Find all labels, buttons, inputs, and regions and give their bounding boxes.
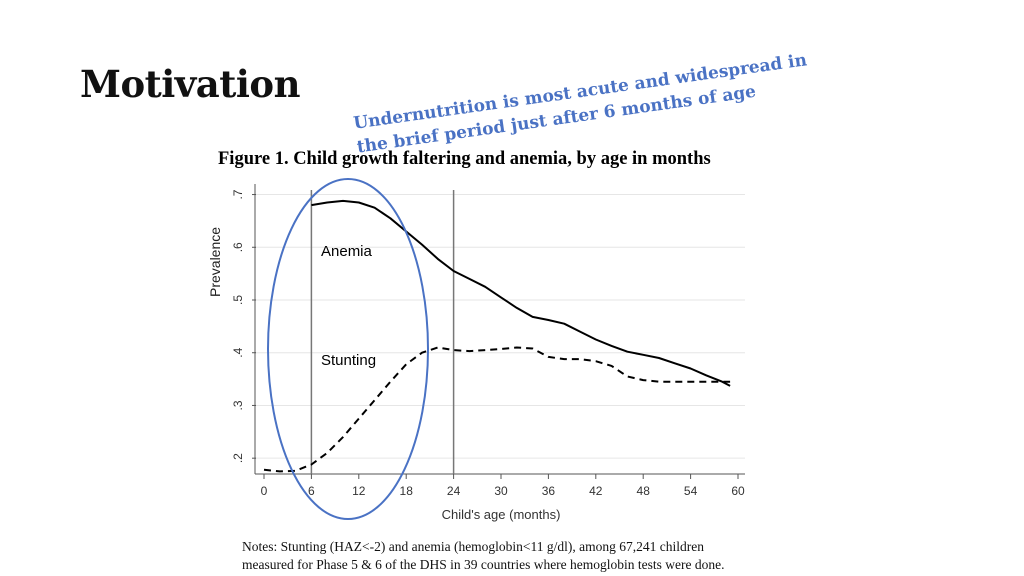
x-tick-label: 42 xyxy=(589,484,603,498)
x-axis-label: Child's age (months) xyxy=(442,507,561,522)
figure-notes: Notes: Stunting (HAZ<-2) and anemia (hem… xyxy=(242,538,1002,574)
x-tick-label: 60 xyxy=(731,484,745,498)
y-tick-label: .2 xyxy=(231,453,245,463)
series-line-anemia xyxy=(311,199,731,387)
x-tick-label: 36 xyxy=(542,484,556,498)
series-line-stunting xyxy=(263,346,731,473)
y-tick-label: .4 xyxy=(231,347,245,357)
highlight-circle xyxy=(267,178,429,520)
x-tick-label: 30 xyxy=(494,484,508,498)
x-tick-label: 18 xyxy=(400,484,414,498)
notes-line-1: Notes: Stunting (HAZ<-2) and anemia (hem… xyxy=(242,539,705,554)
y-tick-label: .5 xyxy=(231,295,245,305)
annotation-anemia: Anemia xyxy=(321,243,373,260)
axis-layer xyxy=(252,184,745,479)
text-layer: Prevalence Child's age (months) Anemia S… xyxy=(207,189,745,522)
y-tick-label: .3 xyxy=(231,400,245,410)
y-tick-label: .7 xyxy=(231,189,245,199)
y-axis-label: Prevalence xyxy=(207,227,223,297)
x-tick-label: 54 xyxy=(684,484,698,498)
slide-title: Motivation xyxy=(80,62,300,106)
x-tick-label: 0 xyxy=(261,484,268,498)
x-tick-label: 24 xyxy=(447,484,461,498)
x-tick-label: 48 xyxy=(637,484,651,498)
notes-line-2: measured for Phase 5 & 6 of the DHS in 3… xyxy=(242,557,725,572)
x-tick-label: 6 xyxy=(308,484,315,498)
figure-title: Figure 1. Child growth faltering and ane… xyxy=(218,149,711,169)
grid-layer xyxy=(255,194,745,459)
series-layer xyxy=(263,190,731,474)
y-tick-label: .6 xyxy=(231,242,245,252)
annotation-stunting: Stunting xyxy=(321,352,376,369)
x-tick-label: 12 xyxy=(352,484,366,498)
